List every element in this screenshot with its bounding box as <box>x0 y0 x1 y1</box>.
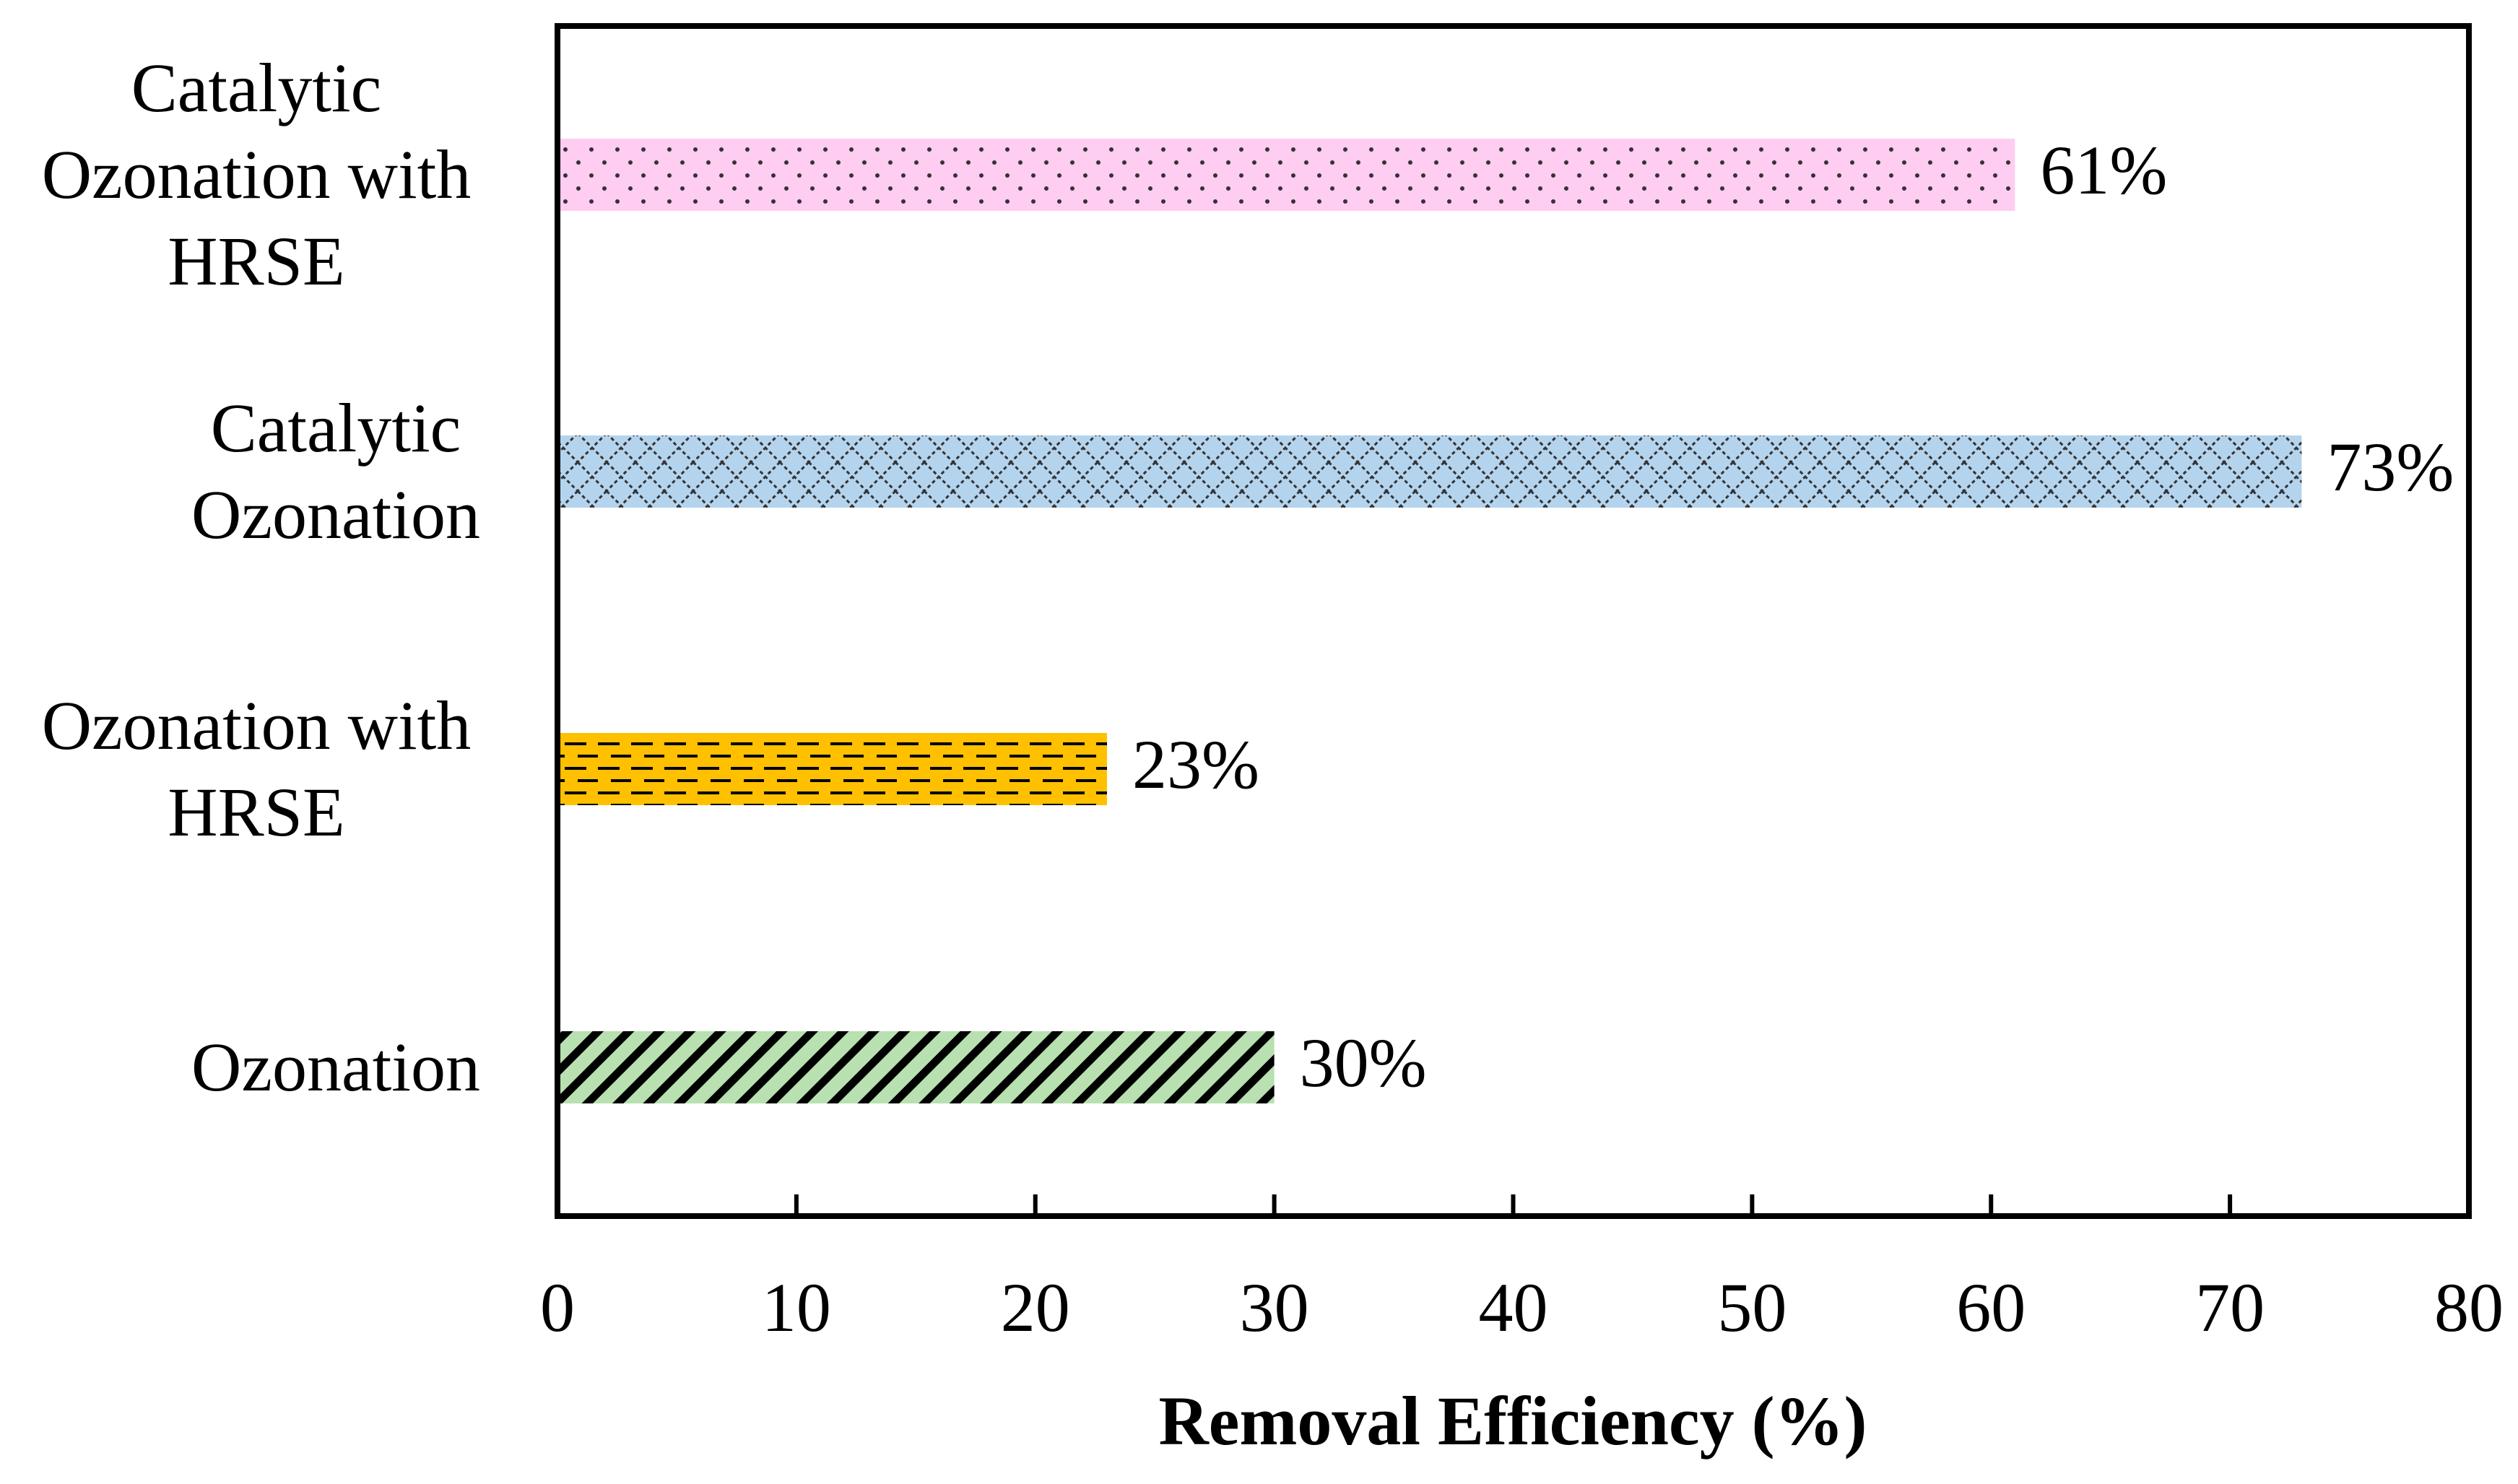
x-axis-tick-labels: 0 10 20 30 40 50 60 70 80 <box>540 1269 2504 1346</box>
category-label-catalytic-ozonation-with-hrse: Catalytic Ozonation with HRSE <box>42 49 472 300</box>
x-tick-label: 20 <box>1001 1269 1070 1346</box>
x-axis-title: Removal Efficiency (%) <box>1158 1382 1867 1459</box>
category-label-ozonation: Ozonation <box>191 1028 480 1106</box>
bar-catalytic-ozonation-with-hrse <box>560 139 2015 211</box>
category-label-line: Ozonation <box>191 476 480 553</box>
bar-ozonation <box>560 1031 1275 1103</box>
category-label-line: Ozonation <box>191 1028 480 1106</box>
x-tick-label: 0 <box>540 1269 575 1346</box>
x-tick-label: 30 <box>1240 1269 1309 1346</box>
category-label-line: Catalytic <box>211 389 461 467</box>
category-label-line: Ozonation with <box>42 687 472 764</box>
x-axis-ticks <box>794 1194 2233 1216</box>
bar-ozonation-with-hrse <box>560 733 1108 805</box>
category-label-ozonation-with-hrse: Ozonation with HRSE <box>42 687 472 851</box>
category-label-line: Ozonation with <box>42 136 472 213</box>
x-tick-label: 50 <box>1717 1269 1787 1346</box>
data-label-catalytic-ozonation: 73% <box>2327 428 2454 505</box>
data-label-ozonation-with-hrse: 23% <box>1132 726 1259 803</box>
data-label-ozonation: 30% <box>1300 1024 1427 1101</box>
x-tick-label: 40 <box>1479 1269 1548 1346</box>
x-tick-label: 80 <box>2434 1269 2504 1346</box>
category-label-line: Catalytic <box>131 49 382 126</box>
x-tick-label: 10 <box>762 1269 831 1346</box>
bar-catalytic-ozonation <box>560 435 2302 508</box>
data-label-catalytic-ozonation-with-hrse: 61% <box>2040 131 2167 209</box>
category-label-catalytic-ozonation: Catalytic Ozonation <box>191 389 480 553</box>
category-label-line: HRSE <box>168 773 344 851</box>
x-tick-label: 70 <box>2195 1269 2265 1346</box>
x-tick-label: 60 <box>1956 1269 2026 1346</box>
category-label-line: HRSE <box>168 222 344 300</box>
